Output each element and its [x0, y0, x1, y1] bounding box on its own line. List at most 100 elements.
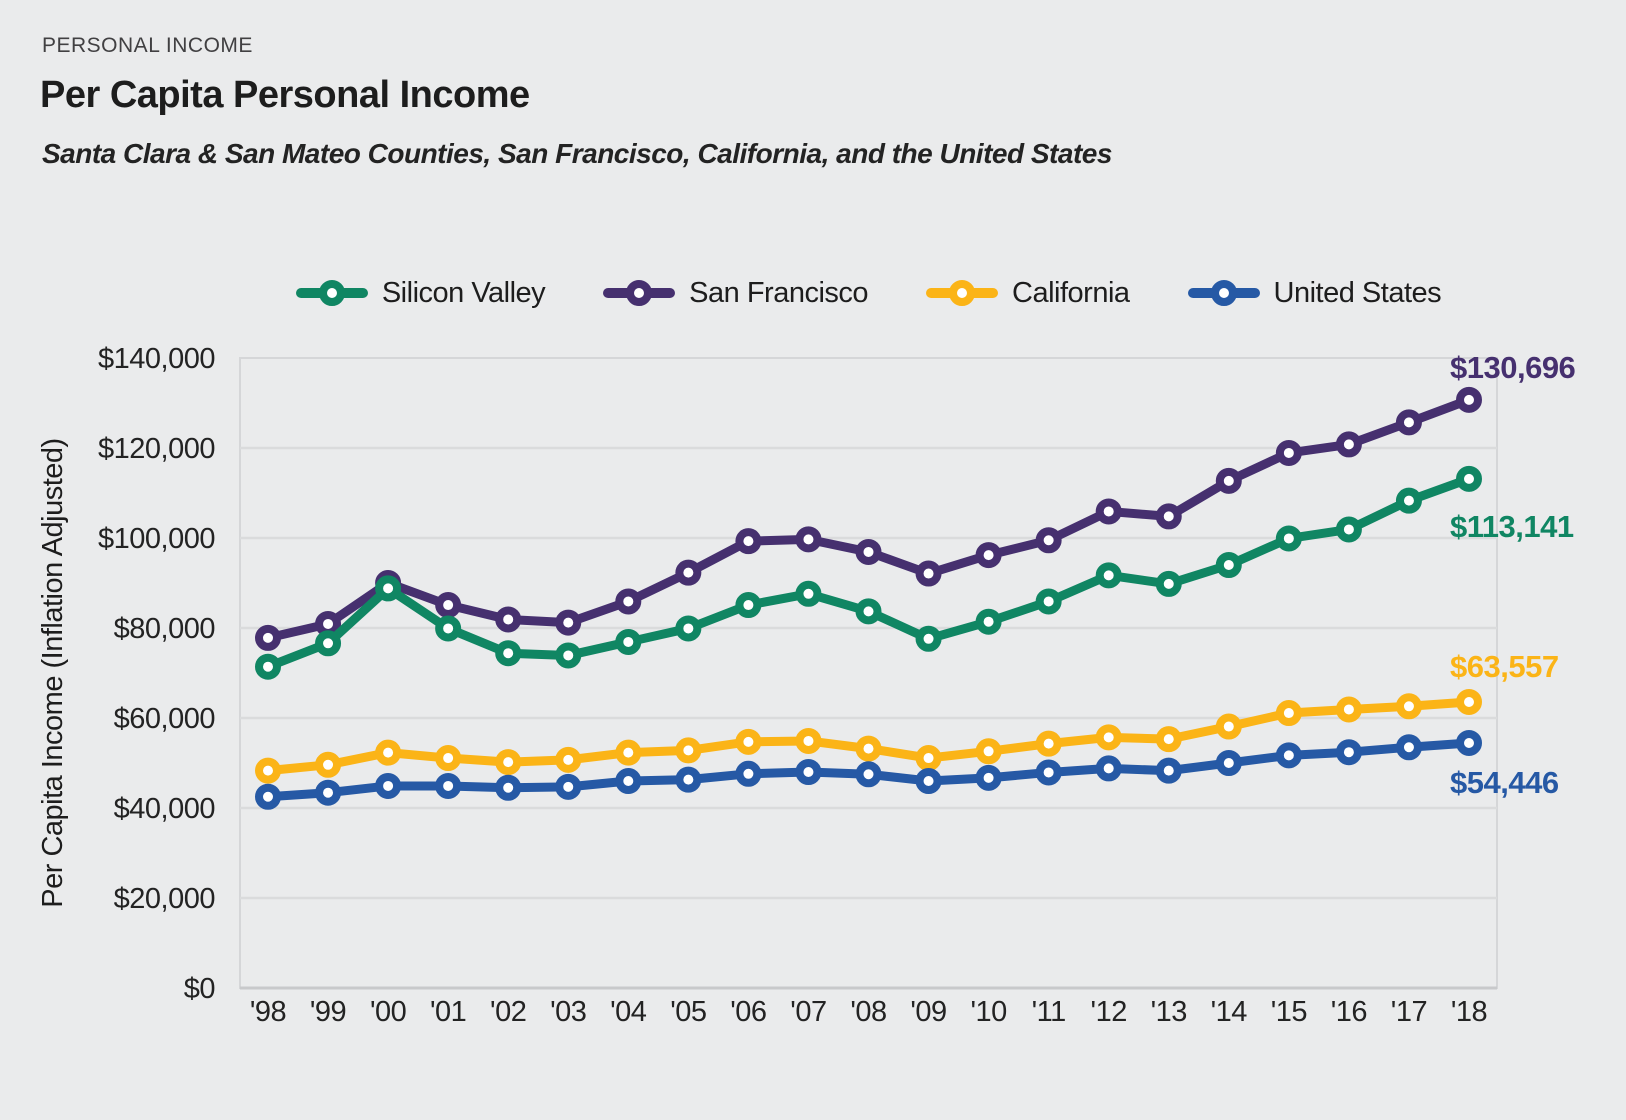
- data-point: [495, 774, 522, 801]
- data-point: [735, 528, 762, 555]
- data-point: [1275, 700, 1302, 727]
- x-tick-label: '06: [730, 996, 766, 1028]
- page-title: Per Capita Personal Income: [40, 74, 530, 116]
- x-tick-label: '99: [310, 996, 346, 1028]
- x-tick-label: '15: [1271, 996, 1307, 1028]
- data-point: [915, 745, 942, 772]
- data-point: [1395, 487, 1422, 514]
- data-point: [375, 772, 402, 799]
- data-point: [1335, 516, 1362, 543]
- data-point: [375, 739, 402, 766]
- section-eyebrow: PERSONAL INCOME: [42, 34, 253, 57]
- end-value-label: $63,557: [1450, 649, 1559, 684]
- data-point: [435, 615, 462, 642]
- x-tick-label: '14: [1211, 996, 1248, 1028]
- data-point: [1456, 465, 1482, 492]
- legend-label: San Francisco: [689, 276, 869, 309]
- data-point: [1035, 759, 1062, 786]
- data-point: [1215, 552, 1242, 578]
- legend-item-california: California: [926, 277, 1130, 310]
- data-point: [1335, 431, 1362, 458]
- data-point: [735, 592, 762, 619]
- x-tick-label: '01: [430, 996, 466, 1028]
- y-axis-title: Per Capita Income (Inflation Adjusted): [37, 438, 69, 907]
- data-point: [1335, 696, 1362, 723]
- data-point: [255, 624, 281, 651]
- data-point: [315, 630, 342, 657]
- data-point: [555, 609, 582, 636]
- data-point: [1155, 726, 1182, 753]
- legend-line-marker-icon: [603, 280, 676, 306]
- y-tick-label: $20,000: [114, 883, 215, 915]
- x-tick-label: '11: [1032, 996, 1066, 1028]
- data-point: [615, 768, 642, 794]
- data-point: [1456, 688, 1482, 715]
- data-point: [675, 766, 702, 793]
- data-point: [1215, 467, 1242, 494]
- y-tick-label: $40,000: [114, 793, 215, 825]
- data-point: [795, 759, 822, 785]
- data-point: [795, 727, 822, 754]
- data-point: [255, 757, 281, 784]
- legend-label: United States: [1273, 276, 1442, 309]
- data-point: [675, 737, 702, 764]
- data-point: [915, 625, 942, 652]
- y-tick-label: $140,000: [98, 343, 215, 375]
- data-point: [1035, 588, 1062, 615]
- data-point: [795, 526, 822, 553]
- data-point: [855, 735, 882, 762]
- x-tick-label: '12: [1091, 996, 1127, 1028]
- data-point: [1456, 729, 1482, 756]
- data-point: [435, 745, 462, 772]
- chart-subtitle: Santa Clara & San Mateo Counties, San Fr…: [42, 138, 1112, 169]
- data-point: [615, 588, 642, 615]
- data-point: [315, 610, 342, 637]
- data-point: [1275, 742, 1302, 769]
- x-tick-label: '04: [610, 996, 647, 1028]
- data-point: [1035, 527, 1062, 554]
- data-point: [975, 542, 1002, 569]
- data-point: [1395, 734, 1422, 761]
- chart-legend: Silicon Valley San Francisco California Uni…: [240, 270, 1497, 316]
- y-tick-label: $80,000: [114, 613, 215, 645]
- y-tick-label: $60,000: [114, 703, 215, 735]
- legend-line-marker-icon: [295, 280, 368, 306]
- data-point: [915, 560, 942, 587]
- end-value-label: $54,446: [1450, 765, 1559, 800]
- end-value-label: $113,141: [1450, 509, 1574, 544]
- data-point: [915, 768, 942, 794]
- legend-item-united-states: United States: [1187, 276, 1442, 310]
- data-point: [1275, 439, 1302, 466]
- data-point: [855, 761, 882, 788]
- legend-line-marker-icon: [926, 280, 999, 306]
- data-point: [975, 608, 1002, 635]
- data-point: [855, 598, 882, 625]
- data-point: [1095, 498, 1122, 525]
- y-tick-label: $0: [184, 973, 215, 1005]
- x-tick-label: '10: [970, 996, 1006, 1028]
- legend-line-marker-icon: [1187, 280, 1260, 306]
- data-point: [735, 760, 762, 787]
- end-value-label: $130,696: [1450, 350, 1576, 385]
- data-point: [795, 580, 822, 607]
- data-point: [1275, 525, 1302, 552]
- y-tick-label: $120,000: [98, 433, 215, 465]
- data-point: [975, 764, 1002, 791]
- data-point: [495, 749, 522, 776]
- x-tick-label: '08: [850, 996, 886, 1028]
- data-point: [735, 728, 762, 755]
- data-point: [495, 640, 522, 667]
- legend-label: California: [1012, 276, 1130, 309]
- data-point: [615, 628, 642, 655]
- data-point: [1215, 713, 1242, 740]
- data-point: [675, 559, 702, 586]
- data-point: [855, 538, 882, 565]
- x-tick-label: '13: [1151, 996, 1187, 1028]
- data-point: [555, 773, 582, 800]
- data-point: [1095, 755, 1122, 782]
- y-tick-label: $100,000: [98, 523, 215, 555]
- data-point: [1095, 562, 1122, 589]
- data-point: [1155, 570, 1182, 597]
- data-point: [1395, 409, 1422, 436]
